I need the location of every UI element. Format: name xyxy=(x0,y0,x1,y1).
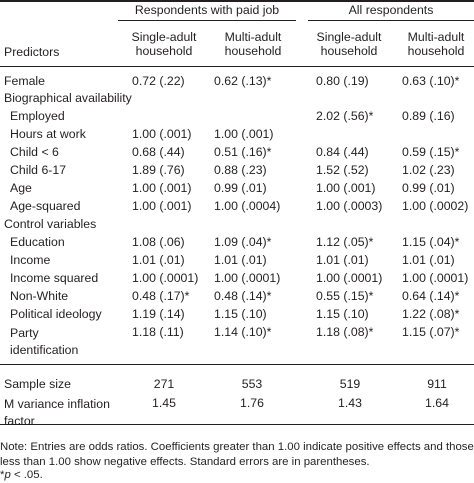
sig-p: p xyxy=(4,469,11,481)
table-cell: 1.00 (.001) xyxy=(316,181,376,195)
significance-note: *p < .05. xyxy=(0,468,474,483)
table-cell: 0.48 (.14)* xyxy=(214,289,272,303)
table-cell: 1.15 (.07)* xyxy=(402,325,460,339)
group-header-paid-job: Respondents with paid job xyxy=(134,3,280,17)
summary-cell: 271 xyxy=(153,377,175,391)
table-cell: 1.00 (.0003) xyxy=(316,199,383,213)
row-label: Political ideology xyxy=(10,307,102,321)
table-cell: 0.99 (.01) xyxy=(402,181,455,195)
body-rule xyxy=(0,364,474,365)
table-cell: 1.00 (.0002) xyxy=(402,199,469,213)
table-cell: 1.00 (.0004) xyxy=(214,199,281,213)
summary-cell: 1.76 xyxy=(240,396,264,410)
table-cell: 1.08 (.06) xyxy=(132,235,185,249)
table-cell: 1.01 (.01) xyxy=(316,253,369,267)
table-cell: 0.62 (.13)* xyxy=(214,74,272,88)
row-label: Child 6-17 xyxy=(10,163,67,177)
table-cell: 1.12 (.05)* xyxy=(316,235,374,249)
table-cell: 0.89 (.16) xyxy=(402,109,455,123)
table-cell: 1.02 (.23) xyxy=(402,163,455,177)
summary-cell: 1.64 xyxy=(425,396,449,410)
bottom-rule xyxy=(0,424,474,425)
table-cell: 1.15 (.10) xyxy=(214,307,267,321)
row-label: Non-White xyxy=(10,289,69,303)
table-cell: 1.22 (.08)* xyxy=(402,307,460,321)
table-cell: 1.00 (.001) xyxy=(214,127,274,141)
table-cell: 1.00 (.001) xyxy=(132,181,192,195)
row-label: Age xyxy=(10,181,32,195)
sig-threshold: < .05. xyxy=(10,469,43,481)
table-cell: 1.52 (.52) xyxy=(316,163,369,177)
table-cell: 1.89 (.76) xyxy=(132,163,185,177)
row-label: Female xyxy=(4,74,46,88)
summary-cell: 519 xyxy=(339,377,361,391)
table-cell: 0.63 (.10)* xyxy=(402,74,460,88)
table-cell: 1.14 (.10)* xyxy=(214,325,272,339)
table-cell: 0.72 (.22) xyxy=(132,74,185,88)
table-cell: 1.00 (.0001) xyxy=(316,271,383,285)
group-header-all: All respondents xyxy=(348,3,434,17)
table-cell: 1.01 (.01) xyxy=(402,253,455,267)
summary-cell: 1.43 xyxy=(338,396,362,410)
row-label: Age-squared xyxy=(10,199,81,213)
table-cell: 1.00 (.0001) xyxy=(214,271,281,285)
table-cell: 1.01 (.01) xyxy=(214,253,267,267)
table-cell: 0.99 (.01) xyxy=(214,181,267,195)
summary-cell: 1.45 xyxy=(152,396,176,410)
row-label: Hours at work xyxy=(10,127,86,141)
summary-row-label: M variance inflation factor xyxy=(4,397,110,428)
table-note: Note: Entries are odds ratios. Coefficie… xyxy=(0,441,474,468)
summary-cell: 553 xyxy=(241,377,263,391)
table-cell: 1.01 (.01) xyxy=(132,253,185,267)
table-cell: 1.18 (.11) xyxy=(132,325,184,339)
table-cell: 0.80 (.19) xyxy=(316,74,369,88)
table-cell: 1.00 (.001) xyxy=(132,199,192,213)
row-label: Party identification xyxy=(10,326,79,357)
table-cell: 0.68 (.44) xyxy=(132,145,185,159)
table-cell: 2.02 (.56)* xyxy=(316,109,374,123)
col-header-1: Single-adult household xyxy=(131,30,197,58)
table-cell: 0.64 (.14)* xyxy=(402,289,460,303)
table-cell: 0.84 (.44) xyxy=(316,145,369,159)
sig-star: * xyxy=(0,469,5,481)
table-cell: 1.00 (.001) xyxy=(132,127,192,141)
top-rule xyxy=(0,0,474,2)
row-label: Income xyxy=(10,253,51,267)
table-cell: 1.15 (.04)* xyxy=(402,235,460,249)
table-cell: 1.19 (.14) xyxy=(132,307,185,321)
col-header-4: Multi-adult household xyxy=(407,30,465,58)
summary-row-label: Sample size xyxy=(4,377,71,391)
group-underline-paid-job xyxy=(118,20,296,21)
col-header-3: Single-adult household xyxy=(316,30,382,58)
table-cell: 0.59 (.15)* xyxy=(402,145,460,159)
row-label: Education xyxy=(10,235,65,249)
row-label: Biographical availability xyxy=(4,91,132,105)
header-rule xyxy=(0,66,474,67)
row-label: Income squared xyxy=(10,271,99,285)
table-cell: 0.48 (.17)* xyxy=(132,289,190,303)
table-cell: 1.18 (.08)* xyxy=(316,325,374,339)
group-underline-all xyxy=(308,20,474,21)
table-cell: 0.51 (.16)* xyxy=(214,145,272,159)
table-cell: 1.00 (.0001) xyxy=(402,271,469,285)
table-cell: 0.88 (.23) xyxy=(214,163,267,177)
table-cell: 0.55 (.15)* xyxy=(316,289,374,303)
summary-cell: 911 xyxy=(427,377,447,391)
row-label: Control variables xyxy=(4,217,97,231)
table-cell: 1.15 (.10) xyxy=(316,307,369,321)
table-cell: 1.09 (.04)* xyxy=(214,235,272,249)
col-header-2: Multi-adult household xyxy=(224,30,282,58)
row-label: Child < 6 xyxy=(10,145,59,159)
row-label: Employed xyxy=(10,109,65,123)
table-cell: 1.00 (.0001) xyxy=(132,271,199,285)
predictors-header: Predictors xyxy=(4,45,60,59)
